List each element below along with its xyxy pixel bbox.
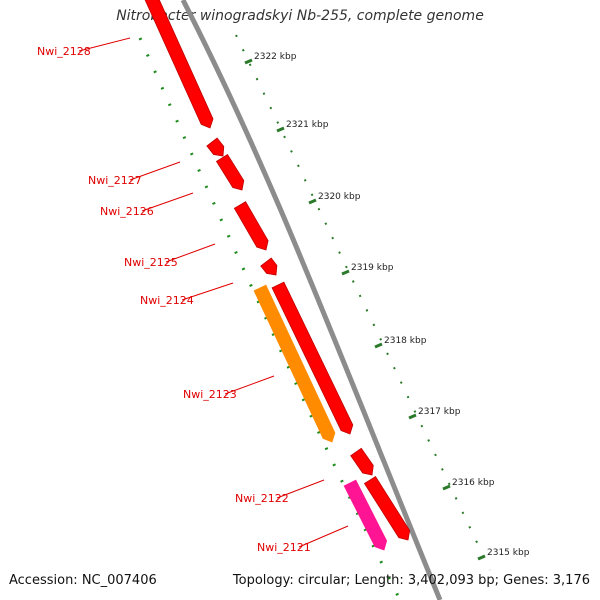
tick-mark-2315-kbp bbox=[477, 554, 486, 561]
gene-label-nwi-2128[interactable]: Nwi_2128 bbox=[37, 45, 91, 58]
tick-mark-2321-kbp bbox=[276, 126, 285, 133]
gene-nwi-2127-part-1[interactable] bbox=[206, 137, 225, 157]
gene-label-nwi-2125[interactable]: Nwi_2125 bbox=[124, 256, 178, 269]
gene-label-leader-nwi-2128 bbox=[78, 37, 131, 52]
tick-mark-2322-kbp bbox=[244, 58, 253, 65]
gene-label-leader-nwi-2126 bbox=[141, 192, 194, 212]
tick-mark-2316-kbp bbox=[442, 484, 451, 491]
tick-mark-2318-kbp bbox=[374, 342, 383, 349]
tick-label-2320-kbp: 2320 kbp bbox=[318, 192, 361, 202]
gene-nwi-2122-part-2[interactable] bbox=[363, 475, 411, 541]
tick-label-2316-kbp: 2316 kbp bbox=[452, 478, 495, 488]
tick-label-2321-kbp: 2321 kbp bbox=[286, 120, 329, 130]
gene-label-leader-nwi-2121 bbox=[298, 525, 349, 548]
genome-backbone bbox=[180, 0, 443, 600]
accession-label: Accession: NC_007406 bbox=[9, 573, 157, 588]
topology-label: Topology: circular; Length: 3,402,093 bp… bbox=[232, 573, 590, 588]
map-title: Nitrobacter winogradskyi Nb-255, complet… bbox=[116, 8, 484, 24]
gene-label-nwi-2121[interactable]: Nwi_2121 bbox=[257, 541, 311, 554]
tick-mark-2320-kbp bbox=[308, 198, 317, 205]
gene-nwi-2126[interactable] bbox=[233, 201, 269, 251]
gene-nwi-2123[interactable] bbox=[253, 284, 336, 443]
gene-nwi-2128[interactable] bbox=[144, 0, 214, 129]
gene-label-leader-nwi-2122 bbox=[276, 479, 325, 499]
gene-nwi-2125[interactable] bbox=[260, 257, 278, 276]
gene-label-nwi-2127[interactable]: Nwi_2127 bbox=[88, 174, 142, 187]
gene-label-nwi-2124[interactable]: Nwi_2124 bbox=[140, 294, 194, 307]
gene-label-leader-nwi-2127 bbox=[129, 161, 181, 181]
gene-label-leader-nwi-2123 bbox=[224, 375, 275, 395]
gene-label-nwi-2126[interactable]: Nwi_2126 bbox=[100, 205, 154, 218]
tick-label-2317-kbp: 2317 kbp bbox=[418, 407, 461, 417]
gene-nwi-2124[interactable] bbox=[271, 281, 354, 435]
gene-label-leader-nwi-2124 bbox=[181, 282, 234, 301]
gene-nwi-2122-part-1[interactable] bbox=[350, 447, 374, 476]
gene-label-nwi-2123[interactable]: Nwi_2123 bbox=[183, 388, 237, 401]
tick-mark-2317-kbp bbox=[408, 413, 417, 420]
gene-label-nwi-2122[interactable]: Nwi_2122 bbox=[235, 492, 289, 505]
gc-content-track bbox=[138, 37, 402, 600]
gene-nwi-2121[interactable] bbox=[343, 479, 388, 551]
gene-nwi-2127-part-2[interactable] bbox=[215, 154, 245, 191]
tick-label-2322-kbp: 2322 kbp bbox=[254, 52, 297, 62]
tick-label-2315-kbp: 2315 kbp bbox=[487, 548, 530, 558]
gene-label-leader-nwi-2125 bbox=[165, 243, 216, 263]
tick-label-2319-kbp: 2319 kbp bbox=[351, 263, 394, 273]
tick-label-2318-kbp: 2318 kbp bbox=[384, 336, 427, 346]
tick-mark-2319-kbp bbox=[341, 269, 350, 276]
